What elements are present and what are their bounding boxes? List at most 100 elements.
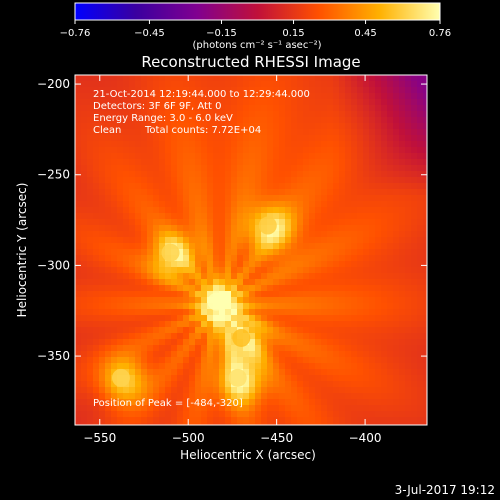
chart-title: Reconstructed RHESSI Image (141, 53, 360, 71)
heatmap-cell (159, 213, 166, 220)
heatmap-cell (417, 81, 424, 88)
heatmap-cell (381, 261, 388, 268)
heatmap-cell (123, 189, 130, 196)
heatmap-cell (159, 123, 166, 130)
heatmap-cell (153, 105, 160, 112)
heatmap-cell (285, 381, 292, 388)
heatmap-cell (411, 357, 418, 364)
heatmap-cell (255, 417, 262, 424)
heatmap-cell (81, 285, 88, 292)
heatmap-cell (153, 351, 160, 358)
heatmap-cell (219, 249, 226, 256)
heatmap-cell (129, 261, 136, 268)
heatmap-cell (369, 321, 376, 328)
annotation-clean: Clean (93, 125, 121, 136)
heatmap-cell (327, 147, 334, 154)
heatmap-cell (189, 87, 196, 94)
heatmap-cell (99, 291, 106, 298)
heatmap-cell (165, 159, 172, 166)
heatmap-cell (387, 165, 394, 172)
heatmap-cell (363, 201, 370, 208)
heatmap-cell (285, 285, 292, 292)
heatmap-cell (369, 81, 376, 88)
heatmap-cell (273, 303, 280, 310)
heatmap-cell (153, 207, 160, 214)
heatmap-cell (165, 423, 172, 425)
heatmap-cell (219, 153, 226, 160)
heatmap-cell (177, 291, 184, 298)
heatmap-cell (291, 315, 298, 322)
heatmap-cell (237, 357, 244, 364)
heatmap-cell (171, 339, 178, 346)
heatmap-cell (117, 129, 124, 136)
heatmap-cell (369, 195, 376, 202)
heatmap-cell (159, 237, 166, 244)
heatmap-cell (201, 285, 208, 292)
heatmap-cell (399, 237, 406, 244)
heatmap-cell (159, 81, 166, 88)
heatmap-cell (381, 423, 388, 425)
heatmap-cell (195, 357, 202, 364)
heatmap-cell (327, 399, 334, 406)
heatmap-cell (159, 273, 166, 280)
heatmap-cell (231, 171, 238, 178)
heatmap-cell (159, 153, 166, 160)
heatmap-cell (417, 195, 424, 202)
heatmap-cell (195, 183, 202, 190)
heatmap-cell (165, 195, 172, 202)
heatmap-cell (219, 261, 226, 268)
heatmap-cell (75, 129, 82, 136)
heatmap-cell (321, 231, 328, 238)
heatmap-cell (327, 123, 334, 130)
heatmap-cell (165, 237, 172, 244)
heatmap-cell (339, 231, 346, 238)
heatmap-cell (99, 219, 106, 226)
heatmap-cell (315, 381, 322, 388)
heatmap-cell (369, 369, 376, 376)
heatmap-cell (381, 177, 388, 184)
heatmap-cell (405, 171, 412, 178)
heatmap-cell (81, 417, 88, 424)
heatmap-cell (321, 327, 328, 334)
heatmap-cell (249, 165, 256, 172)
heatmap-cell (405, 417, 412, 424)
heatmap-cell (111, 141, 118, 148)
heatmap-cell (189, 201, 196, 208)
heatmap-cell (411, 411, 418, 418)
heatmap-cell (273, 93, 280, 100)
heatmap-cell (345, 321, 352, 328)
heatmap-cell (273, 333, 280, 340)
heatmap-cell (291, 261, 298, 268)
heatmap-cell (93, 249, 100, 256)
heatmap-cell (333, 303, 340, 310)
heatmap-cell (231, 411, 238, 418)
heatmap-cell (423, 117, 427, 124)
heatmap-cell (321, 291, 328, 298)
heatmap-cell (111, 105, 118, 112)
heatmap-cell (261, 195, 268, 202)
heatmap-cell (375, 189, 382, 196)
heatmap-cell (327, 273, 334, 280)
heatmap-cell (285, 357, 292, 364)
heatmap-cell (411, 261, 418, 268)
heatmap-cell (183, 237, 190, 244)
heatmap-cell (201, 387, 208, 394)
heatmap-cell (297, 285, 304, 292)
heatmap-cell (75, 423, 82, 425)
heatmap-cell (189, 297, 196, 304)
heatmap-cell (267, 93, 274, 100)
heatmap-cell (195, 231, 202, 238)
heatmap-cell (297, 231, 304, 238)
heatmap-cell (411, 297, 418, 304)
heatmap-cell (171, 189, 178, 196)
heatmap-cell (249, 81, 256, 88)
heatmap-cell (423, 189, 427, 196)
heatmap-cell (99, 381, 106, 388)
heatmap-cell (165, 213, 172, 220)
heatmap-cell (75, 183, 82, 190)
heatmap-cell (291, 363, 298, 370)
heatmap-cell (195, 201, 202, 208)
heatmap-cell (363, 387, 370, 394)
heatmap-cell (201, 417, 208, 424)
heatmap-cell (249, 87, 256, 94)
